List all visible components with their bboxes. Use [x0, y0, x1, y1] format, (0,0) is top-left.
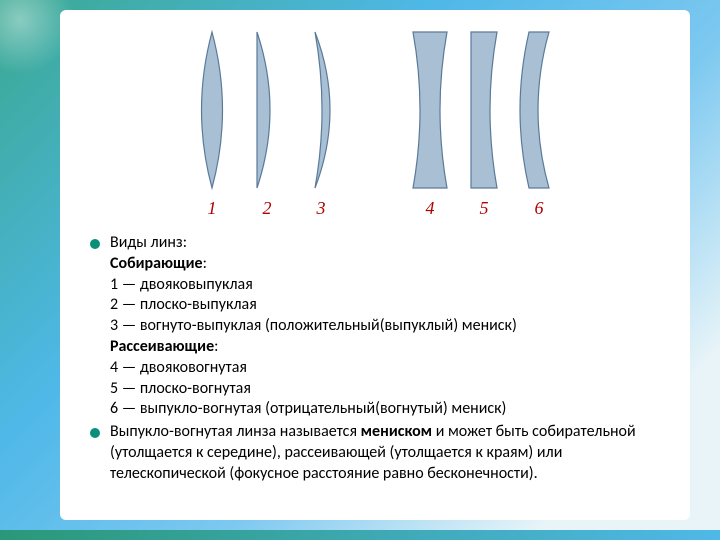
lens-3-positive-meniscus: [301, 30, 341, 190]
lens-num-2: 2: [251, 198, 283, 219]
lens-num-3: 3: [301, 198, 341, 219]
converging-title: Собирающие: [110, 254, 203, 273]
bullet-1: Виды линз: Собирающие: 1 — двояковыпукла…: [88, 233, 662, 420]
p2b: мениском: [361, 422, 432, 441]
lens-5-plano-concave: [467, 30, 501, 190]
line-5: 5 — плоско-вогнутая: [110, 379, 251, 398]
line-1: 1 — двояковыпуклая: [110, 275, 253, 294]
lens-1-biconvex: [191, 30, 233, 190]
lens-diagram-row: [88, 30, 662, 190]
lens-6-negative-meniscus: [519, 30, 559, 190]
line-3: 3 — вогнуто-выпуклая (положительный(выпу…: [110, 316, 517, 335]
text-content: Виды линз: Собирающие: 1 — двояковыпукла…: [88, 233, 662, 485]
line-6: 6 — выпукло-вогнутая (отрицательный(вогн…: [110, 399, 506, 418]
heading-text: Виды линз:: [110, 233, 187, 252]
lens-number-row: 1 2 3 4 5 6: [88, 198, 662, 219]
line-2: 2 — плоско-выпуклая: [110, 295, 257, 314]
p2a: Выпукло-вогнутая линза называется: [110, 422, 361, 441]
diverging-title: Рассеивающие: [110, 337, 214, 356]
bottom-stripe: [0, 530, 720, 540]
slide-content: 1 2 3 4 5 6 Виды линз: Собирающие: 1 — д…: [60, 10, 690, 520]
bullet-2: Выпукло-вогнутая линза называется мениск…: [88, 422, 662, 484]
lens-4-biconcave: [411, 30, 449, 190]
lens-2-plano-convex: [251, 30, 283, 190]
line-4: 4 — двояковогнутая: [110, 358, 247, 377]
lens-num-4: 4: [411, 198, 449, 219]
lens-num-1: 1: [191, 198, 233, 219]
lens-num-5: 5: [467, 198, 501, 219]
lens-num-6: 6: [519, 198, 559, 219]
